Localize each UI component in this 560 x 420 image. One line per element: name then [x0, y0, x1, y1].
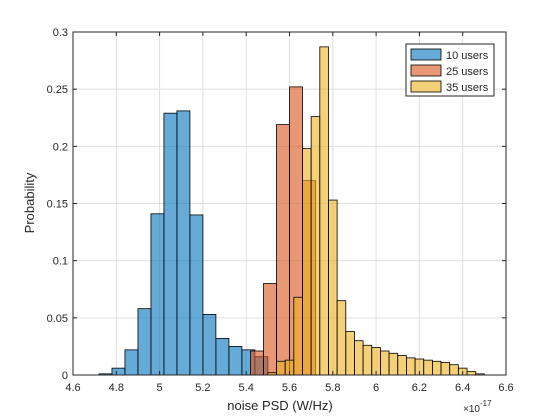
series-10-users — [98, 110, 269, 376]
histogram-bar — [137, 308, 152, 376]
x-tick-label: 5 — [157, 382, 163, 394]
series-35-users — [267, 46, 485, 376]
histogram-bar — [189, 214, 204, 376]
y-tick-label: 0.2 — [53, 141, 68, 153]
histogram-bar — [293, 296, 303, 376]
histogram-bar — [111, 367, 126, 376]
x-exponent-base: ×10 — [463, 404, 480, 415]
histogram-bar — [431, 360, 442, 376]
histogram-bar — [423, 359, 433, 376]
histogram-bar — [440, 362, 451, 376]
histogram-bar — [276, 360, 286, 376]
histogram-bar — [250, 350, 264, 376]
x-exponent-power: -17 — [480, 399, 492, 408]
histogram-bar — [406, 357, 416, 376]
histogram-bar — [362, 344, 373, 376]
x-tick-label: 5.8 — [325, 382, 340, 394]
histogram-bar — [202, 314, 217, 376]
legend-swatch — [410, 48, 442, 61]
histogram-bar — [354, 340, 364, 376]
legend-entry-label: 35 users — [446, 82, 489, 94]
y-axis-label: Probability — [22, 172, 37, 233]
x-tick-label: 6 — [373, 382, 379, 394]
y-tick-label: 0.05 — [47, 313, 68, 325]
x-exponent-label: ×10-17 — [463, 399, 492, 415]
y-tick-label: 0.15 — [47, 199, 68, 211]
histogram-bar — [466, 371, 477, 376]
axis-ticks: 4.6 4.8 5 5.2 5.4 5.6 5.8 6 6.2 6.4 6.6 0 0.05 0.1 0.1… — [47, 27, 514, 394]
legend: 10 users 25 users 35 users — [405, 43, 495, 97]
histogram-bar — [163, 112, 178, 376]
x-tick-label: 6.2 — [412, 382, 427, 394]
x-tick-label: 4.8 — [109, 382, 124, 394]
histogram-bar — [276, 124, 290, 376]
histogram-bar — [388, 352, 399, 376]
histogram-bar — [228, 346, 243, 376]
histogram-bar — [310, 116, 321, 376]
histogram-bar — [380, 350, 390, 376]
x-tick-label: 6.4 — [455, 382, 470, 394]
x-tick-label: 6.6 — [498, 382, 513, 394]
histogram-bar — [150, 213, 165, 376]
x-tick-label: 4.6 — [65, 382, 80, 394]
x-tick-label: 5.2 — [195, 382, 210, 394]
histogram-bar — [345, 331, 355, 376]
histogram-bars — [98, 46, 485, 376]
histogram-bar — [215, 338, 230, 376]
histogram-bar — [397, 355, 407, 376]
histogram-bar — [449, 364, 459, 376]
y-tick-label: 0.3 — [53, 27, 68, 39]
histogram-bar — [371, 347, 381, 376]
legend-entry-label: 25 users — [446, 66, 489, 78]
y-tick-label: 0.25 — [47, 84, 68, 96]
histogram-bar — [176, 110, 191, 376]
histogram-bar — [336, 300, 347, 376]
y-tick-label: 0.1 — [53, 256, 68, 268]
histogram-bar — [124, 349, 139, 376]
histogram-bar — [319, 46, 329, 376]
x-tick-label: 5.6 — [282, 382, 297, 394]
legend-swatch — [410, 80, 442, 93]
x-tick-label: 5.4 — [239, 382, 254, 394]
y-tick-label: 0 — [62, 370, 68, 382]
x-axis-label: noise PSD (W/Hz) — [227, 398, 332, 413]
histogram-bar — [263, 283, 277, 376]
histogram-bar — [328, 199, 338, 376]
legend-swatch — [410, 64, 442, 77]
histogram-bar — [302, 148, 312, 376]
legend-entry-label: 10 users — [446, 50, 489, 62]
